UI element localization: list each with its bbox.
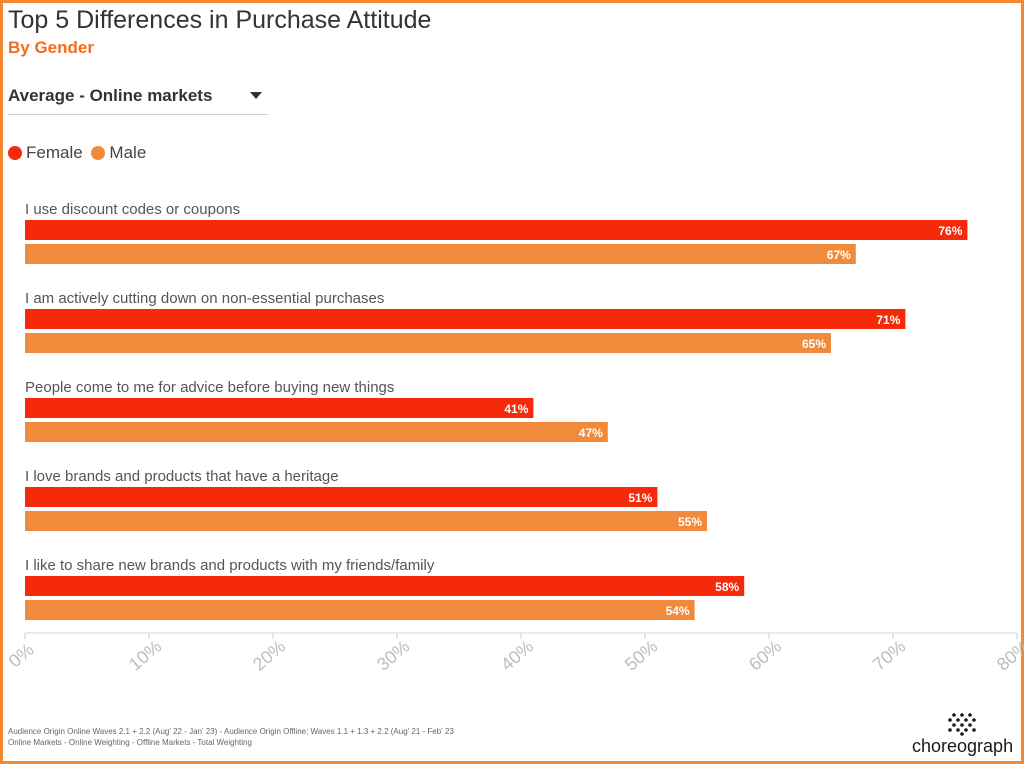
category-label: I like to share new brands and products … [25,557,435,574]
x-tick-label: 80% [993,636,1024,674]
caret-down-icon [250,92,262,99]
data-label-male: 55% [678,515,702,529]
data-label-female: 76% [938,224,962,238]
bar-female [25,487,658,507]
x-tick-label: 40% [497,636,537,674]
legend-label-male: Male [109,143,147,162]
logo-dot [952,713,956,717]
logo-dot [956,718,960,722]
page-title: Top 5 Differences in Purchase Attitude [8,6,432,34]
data-label-female: 51% [628,491,652,505]
page-subtitle: By Gender [8,38,94,57]
logo-dot [960,713,964,717]
logo-dot [972,718,976,722]
category-label: I use discount codes or coupons [25,201,240,218]
footnote-line-2: Online Markets - Online Weighting - Offl… [8,738,252,747]
bar-female [25,576,745,596]
bar-female [25,398,534,418]
x-tick-label: 70% [869,636,909,674]
x-tick-label: 50% [621,636,661,674]
logo-dot [972,728,976,732]
logo-dot [968,713,972,717]
footnote-line-1: Audience Origin Online Waves 2.1 + 2.2 (… [8,727,454,736]
legend-item-female[interactable]: Female [8,143,83,163]
logo-dot [964,728,968,732]
logo-dot [956,728,960,732]
legend-label-female: Female [26,143,83,162]
footnote: Audience Origin Online Waves 2.1 + 2.2 (… [8,726,454,748]
logo-dot [960,723,964,727]
x-tick-label: 0% [5,639,38,671]
data-label-female: 41% [504,402,528,416]
bar-male [25,333,831,353]
x-tick-label: 30% [373,636,413,674]
logo-dot [960,732,964,736]
legend-dot-female [8,146,22,160]
legend-dot-male [91,146,106,160]
bar-female [25,220,968,240]
x-tick-label: 20% [249,636,289,674]
data-label-male: 54% [666,604,690,618]
x-tick-label: 10% [125,636,165,674]
legend: Female Male [8,143,150,165]
logo-dot [948,718,952,722]
category-label: People come to me for advice before buyi… [25,379,394,396]
category-label: I am actively cutting down on non-essent… [25,290,384,307]
data-label-female: 58% [715,580,739,594]
bar-male [25,511,707,531]
choreograph-dots-icon [948,713,976,736]
market-filter-value: Average - Online markets [8,86,213,105]
logo-dot [952,723,956,727]
logo-dot [948,728,952,732]
bar-chart: I use discount codes or coupons 76% 67% I a… [5,201,1024,675]
brand-logo-text: choreograph [912,736,1014,756]
logo-dot [964,718,968,722]
bar-male [25,422,608,442]
data-label-male: 47% [579,426,603,440]
brand-logo: choreograph [912,712,1016,758]
data-label-male: 67% [827,248,851,262]
category-label: I love brands and products that have a h… [25,468,339,485]
data-label-male: 65% [802,337,826,351]
bar-male [25,600,695,620]
x-tick-label: 60% [745,636,785,674]
logo-dot [968,723,972,727]
legend-item-male[interactable]: Male [91,143,146,163]
bar-female [25,309,906,329]
data-label-female: 71% [876,313,900,327]
market-filter-dropdown[interactable]: Average - Online markets [8,82,268,115]
bar-male [25,244,856,264]
